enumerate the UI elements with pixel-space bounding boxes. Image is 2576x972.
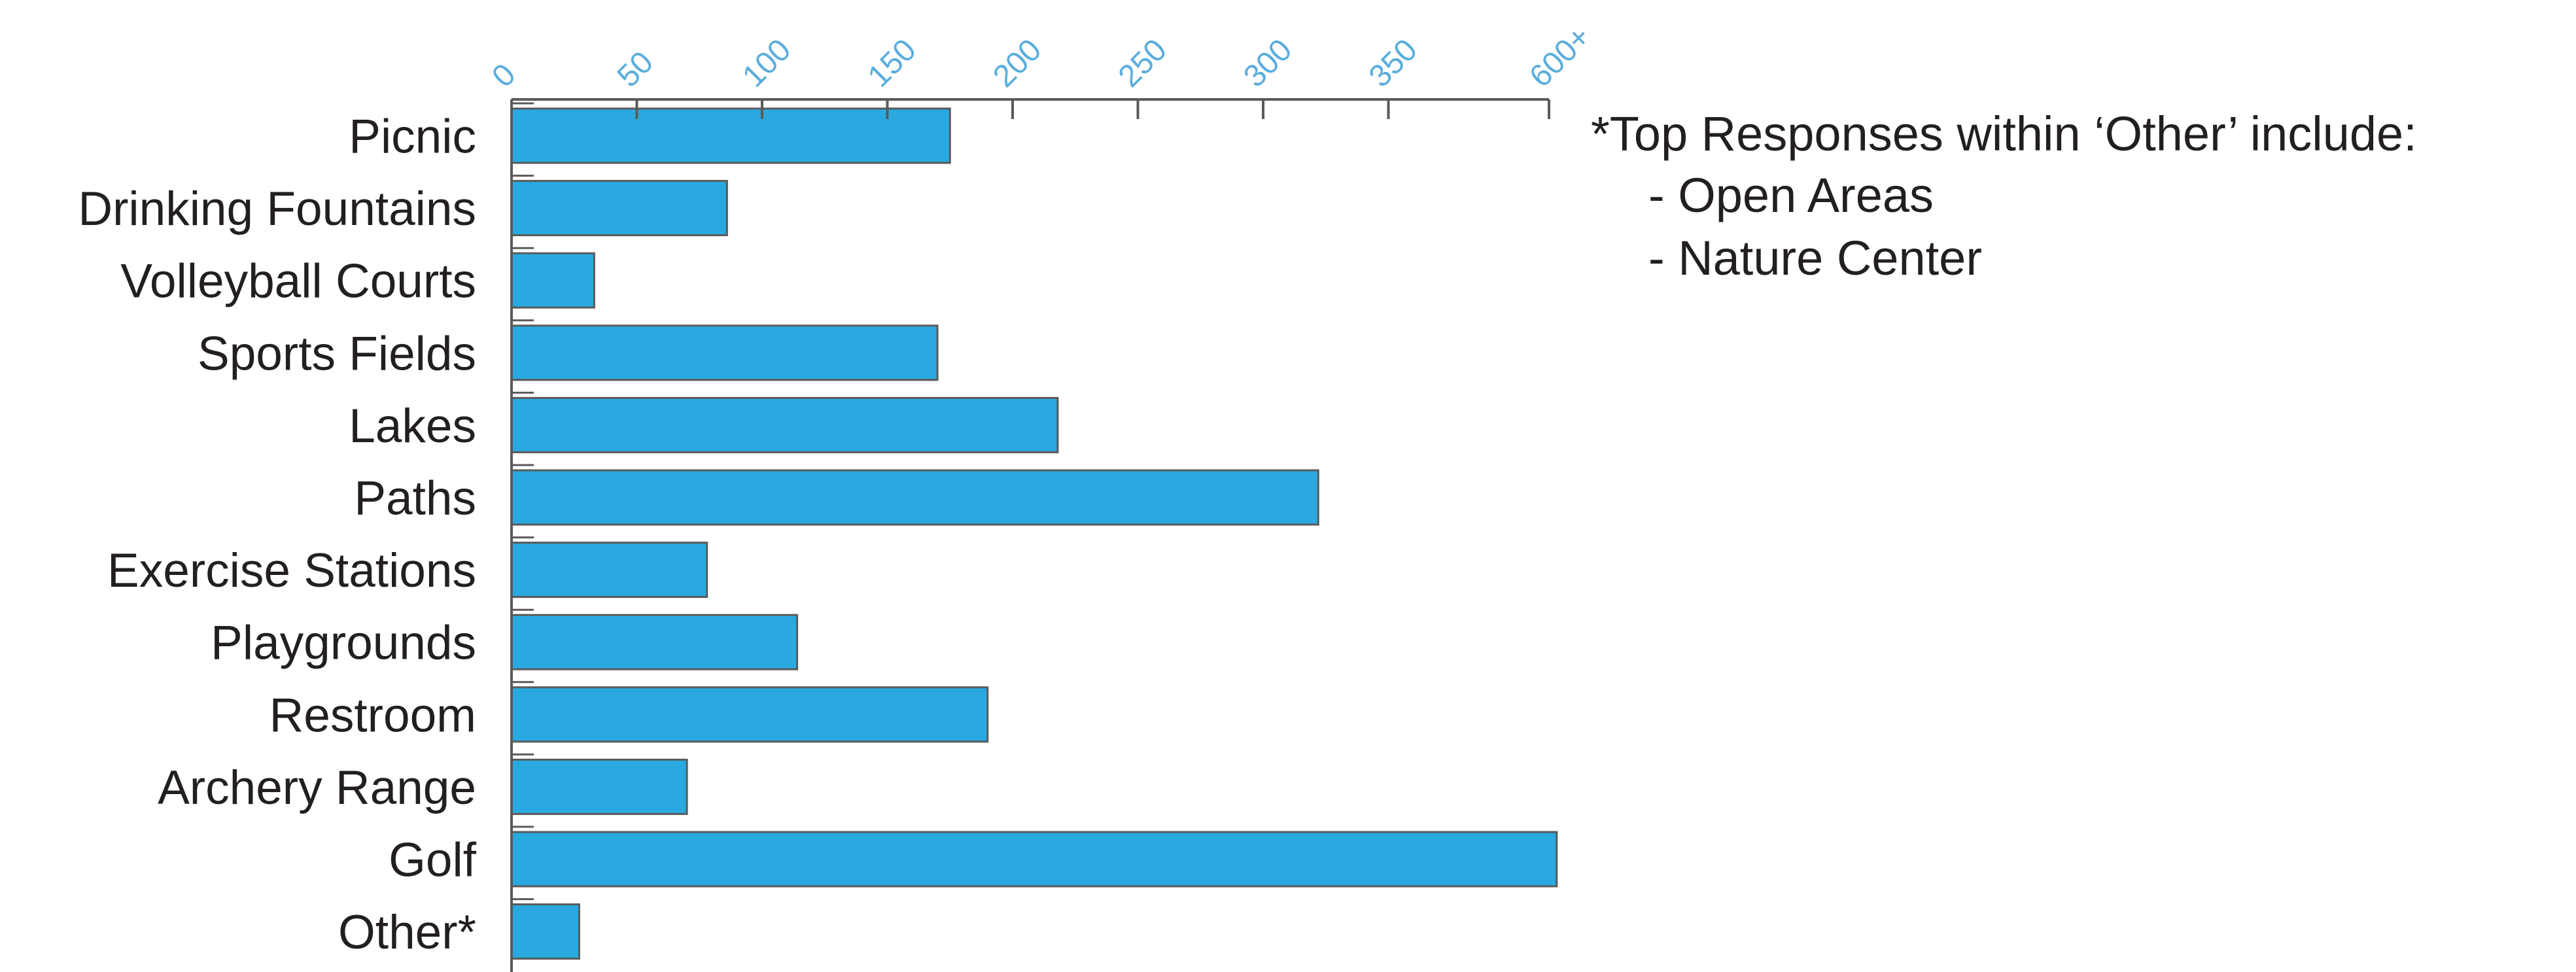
x-tick-label-7: 350 xyxy=(1363,33,1424,94)
note-heading: *Top Responses within ‘Other’ include: xyxy=(1591,107,2417,161)
bars-layer xyxy=(510,107,1558,960)
category-label-11: Other* xyxy=(338,906,476,959)
category-label-6: Exercise Stations xyxy=(107,544,476,597)
bar-7 xyxy=(510,614,799,670)
bar-8 xyxy=(510,686,989,743)
x-tick-label-4: 200 xyxy=(986,33,1048,94)
bar-3 xyxy=(510,324,939,381)
bar-6 xyxy=(510,542,708,599)
bar-5 xyxy=(510,469,1319,526)
bar-4 xyxy=(510,396,1059,453)
category-label-8: Restroom xyxy=(270,689,476,742)
x-tick-label-8: 600+ xyxy=(1523,20,1597,94)
bar-2 xyxy=(510,252,595,309)
category-label-0: Picnic xyxy=(349,111,476,164)
note-item-open-areas: - Open Areas xyxy=(1648,168,1934,222)
category-label-10: Golf xyxy=(389,834,477,887)
category-labels: Picnic Drinking Fountains Volleyball Court… xyxy=(78,111,476,960)
bar-1 xyxy=(510,180,728,237)
x-tick-label-0: 0 xyxy=(485,57,522,94)
x-tick-label-1: 50 xyxy=(611,45,660,94)
category-label-5: Paths xyxy=(354,472,476,525)
bar-0 xyxy=(510,107,951,164)
category-label-2: Volleyball Courts xyxy=(120,255,476,308)
category-label-1: Drinking Fountains xyxy=(78,182,476,235)
category-label-7: Playgrounds xyxy=(211,617,476,670)
category-label-9: Archery Range xyxy=(158,761,476,814)
x-tick-label-3: 150 xyxy=(862,33,923,94)
category-label-3: Sports Fields xyxy=(198,327,476,380)
x-tick-label-5: 250 xyxy=(1112,33,1174,94)
bar-11 xyxy=(510,903,580,960)
bar-10 xyxy=(510,831,1558,888)
bar-9 xyxy=(510,758,688,815)
category-label-4: Lakes xyxy=(349,400,476,453)
x-tick-label-6: 300 xyxy=(1237,33,1298,94)
x-tick-label-2: 100 xyxy=(736,33,797,94)
note-item-nature-center: - Nature Center xyxy=(1648,231,1982,285)
